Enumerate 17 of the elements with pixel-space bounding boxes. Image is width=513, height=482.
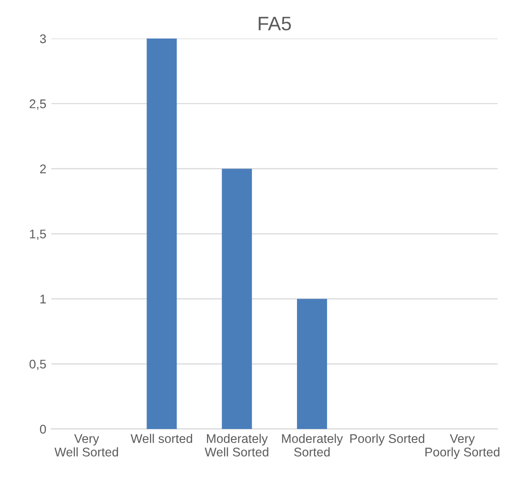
y-tick-label: 0 [40,424,46,434]
x-tick-label: Very Poorly Sorted [425,434,500,459]
y-tick-label: 1 [40,294,46,304]
y-tick-label: 2 [40,164,46,174]
x-tick-label: Moderately Well Sorted [204,434,268,456]
x-tick-label: Moderately Sorted [282,434,343,456]
x-tick-label: Poorly Sorted [350,434,424,446]
y-tick-label: 3 [40,34,46,44]
y-tick-label: 0,5 [30,360,46,370]
y-tick-label: 1,5 [30,230,46,240]
y-tick-label: 2,5 [30,99,46,110]
chart-title: FA5 [258,16,291,30]
x-tick-label: Very Well Sorted [54,434,118,456]
bar [222,168,252,429]
bar [296,298,328,429]
x-tick-label: Well sorted [130,434,192,444]
bar [146,38,177,429]
